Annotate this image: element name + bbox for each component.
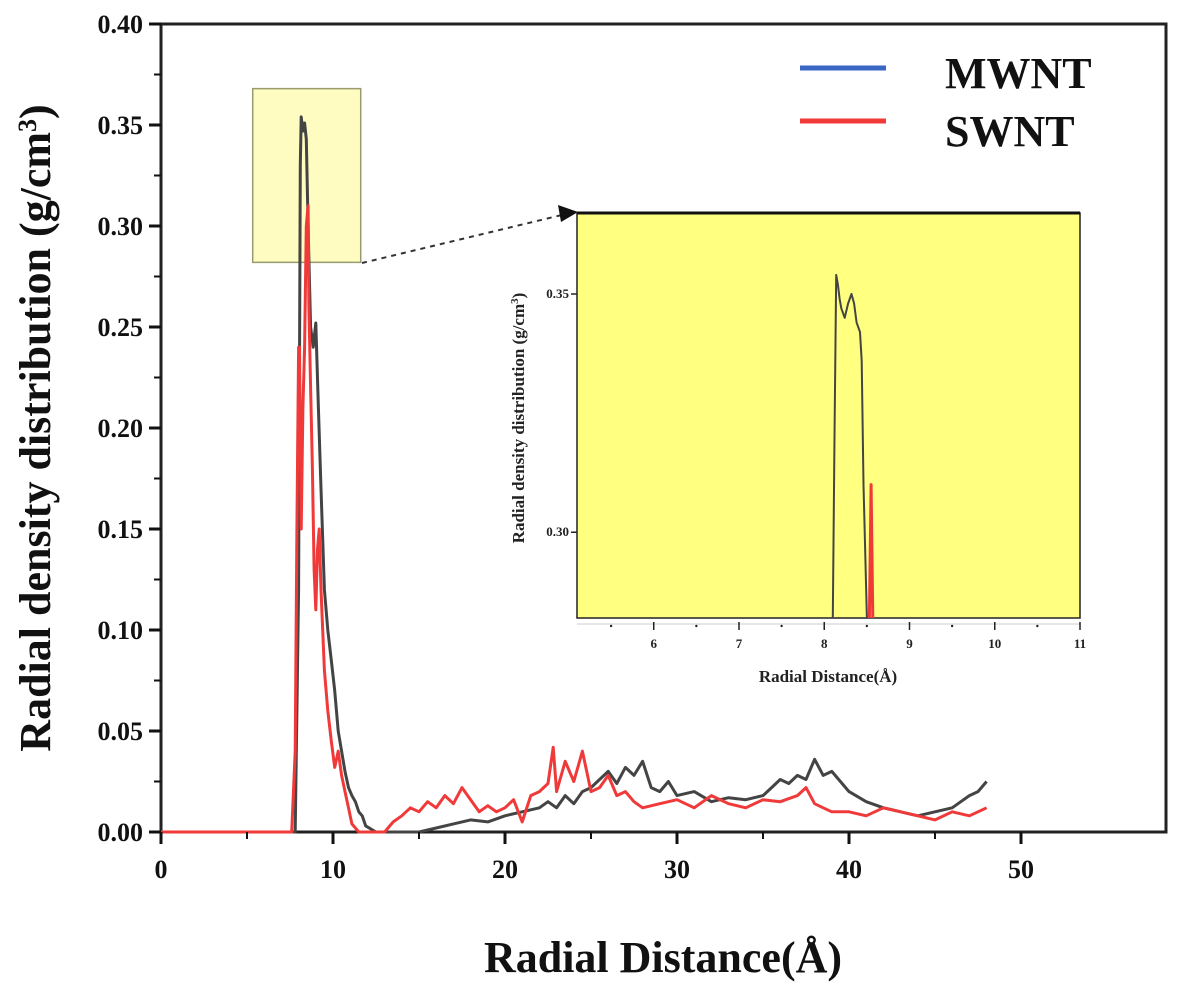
inset-x-axis-title: Radial Distance(Å): [759, 667, 897, 686]
inset-x-tick-label: 6: [650, 636, 657, 651]
zoom-connector-arrowhead: [558, 205, 578, 222]
inset-x-tick-label: 8: [821, 636, 828, 651]
main-series-group: [161, 115, 988, 834]
y-tick-label: 0.00: [98, 818, 144, 847]
x-axis-title: Radial Distance(Å): [484, 933, 842, 982]
inset-x-axis-ticks: 6 7 8 9 10 11: [577, 622, 1086, 651]
y-tick-label: 0.30: [98, 212, 144, 241]
inset-x-tick-label: 11: [1074, 636, 1086, 651]
inset-y-tick-label: 0.35: [546, 286, 569, 301]
y-tick-label: 0.40: [98, 10, 144, 39]
inset-x-tick-minor: [780, 624, 783, 628]
inset-y-axis-title-main: Radial density distribution (g/cm: [509, 304, 528, 543]
inset-y-tick-label: 0.30: [546, 524, 569, 539]
y-axis-title-close: ): [11, 104, 60, 119]
y-axis-title-main: Radial density distribution (g/cm: [11, 132, 60, 752]
inset-plot-area: [576, 212, 1081, 619]
y-axis-title: Radial density distribution (g/cm3): [11, 104, 60, 751]
x-tick-label: 20: [492, 855, 518, 884]
x-tick-label: 50: [1008, 855, 1034, 884]
inset-y-axis-title: Radial density distribution (g/cm3): [509, 293, 528, 544]
inset-x-tick-label: 9: [906, 636, 913, 651]
inset-x-tick-label: 7: [736, 636, 743, 651]
inset-series-line-swnt: [867, 483, 875, 619]
inset-x-tick-minor: [950, 624, 954, 628]
y-axis-title-sup: 3: [13, 119, 42, 132]
inset-y-axis-title-close: ): [509, 293, 528, 299]
inset-y-axis-title-sup: 3: [509, 298, 521, 304]
x-tick-label: 40: [836, 855, 862, 884]
series-line-mwnt: [161, 115, 988, 834]
legend-label-mwnt: MWNT: [945, 49, 1092, 98]
y-tick-label: 0.05: [98, 717, 144, 746]
y-tick-label: 0.35: [98, 111, 144, 140]
inset-series-line-mwnt: [831, 273, 868, 619]
zoom-connector-line: [361, 213, 567, 264]
inset-y-axis-ticks: 0.30 0.35: [546, 286, 577, 539]
y-tick-label: 0.10: [98, 616, 144, 645]
inset-chart: 6 7 8 9 10 11 0.30 0.35 Radial Distance(Å) Rad…: [509, 211, 1086, 686]
legend: MWNT SWNT: [800, 49, 1092, 156]
inset-x-tick-minor: [1036, 624, 1039, 628]
legend-label-swnt: SWNT: [945, 107, 1075, 156]
y-tick-label: 0.25: [98, 313, 144, 342]
x-tick-label: 0: [155, 855, 168, 884]
y-axis-ticks: 0.00 0.05 0.10 0.15 0.20 0.25 0.30 0.35 0.40: [98, 10, 161, 847]
series-line-swnt: [161, 204, 988, 834]
y-tick-label: 0.15: [98, 515, 144, 544]
inset-x-tick-minor: [865, 624, 869, 628]
inset-series-group: [831, 273, 875, 619]
x-axis-ticks: 0 10 20 30 40 50: [155, 832, 1034, 884]
inset-x-tick-minor: [695, 624, 698, 628]
inset-x-tick-label: 10: [988, 636, 1001, 651]
x-tick-label: 30: [664, 855, 690, 884]
x-tick-label: 10: [320, 855, 346, 884]
y-tick-label: 0.20: [98, 414, 144, 443]
inset-x-tick-minor: [609, 624, 613, 628]
